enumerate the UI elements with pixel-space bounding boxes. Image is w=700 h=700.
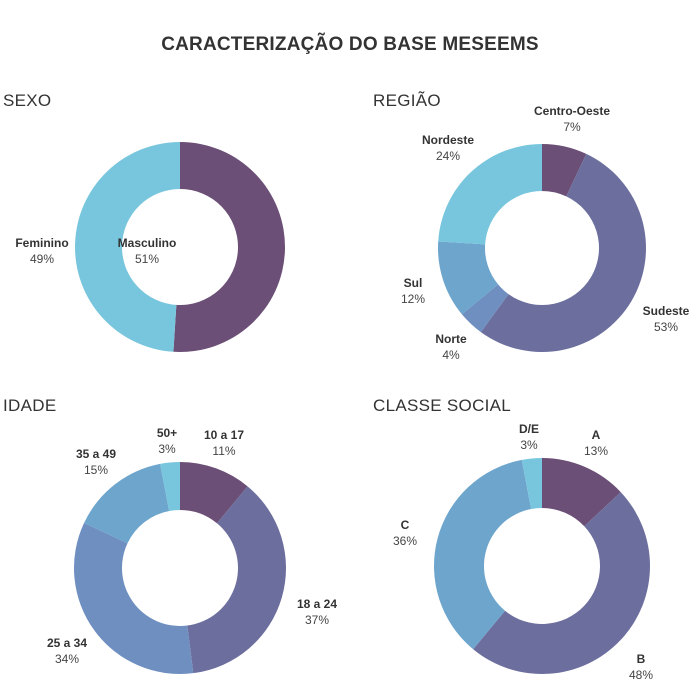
slice-category-label: 35 a 49 [75,447,117,461]
donut-slice-a [542,458,621,527]
slice-label-18-a-24: 18 a 24 37% [262,596,372,628]
slice-label-d-e: D/E 3% [474,421,584,453]
slice-category-label: Masculino [117,236,177,250]
slice-category-label: 18 a 24 [296,597,338,611]
slice-category-label: Nordeste [421,133,474,147]
donut-slice-feminino [74,142,180,352]
slice-value-label: 51% [134,252,160,266]
slice-value-label: 53% [653,320,679,334]
slice-label-b: B 48% [586,651,696,683]
slice-label-masculino: Masculino 51% [92,235,202,267]
slice-value-label: 15% [83,463,109,477]
donut-slice-c [434,459,532,650]
donut-panel-sexo: SEXO Masculino 51% Feminino 49% [0,85,350,395]
slice-category-label: Centro-Oeste [533,104,610,118]
slice-value-label: 34% [54,652,80,666]
slice-label-a: A 13% [541,427,651,459]
donut-panel-idade: IDADE 10 a 17 11% 18 a 24 37% 25 a 34 34% 35 a… [0,390,350,700]
donut-slice-d-e [521,458,542,510]
donut-chart [434,458,650,674]
donut-slice-18-a-24 [187,486,286,674]
slice-value-label: 37% [304,613,330,627]
donut-slice-25-a-34 [74,522,194,674]
donut-slice-sul [438,241,499,315]
slice-value-label: 13% [583,444,609,458]
donut-slice-sudeste [480,153,646,352]
slice-category-label: 10 a 17 [203,428,245,442]
slice-category-label: Sudeste [642,304,690,318]
donut-slice-nordeste [438,144,542,245]
slice-category-label: Feminino [15,236,69,250]
donut-slice-masculino [173,142,285,352]
slice-value-label: 48% [628,668,654,682]
donut-slice-35-a-49 [84,463,170,544]
slice-value-label: 7% [563,120,581,134]
donut-panel-regiao: REGIÃO Centro-Oeste 7% Sudeste 53% Norte 4% Su… [350,85,700,395]
slice-value-label: 12% [400,292,426,306]
main-title: CARACTERIZAÇÃO DO BASE MESEEMS [161,34,539,55]
slice-category-label: 50+ [156,426,178,440]
donut-slice-b [473,492,650,674]
donut-chart [74,462,286,674]
slice-label-10-a-17: 10 a 17 11% [169,427,279,459]
slice-category-label: Sul [403,276,423,290]
slice-label-35-a-49: 35 a 49 15% [41,446,151,478]
slice-category-label: Norte [435,332,467,346]
slice-value-label: 4% [442,348,460,362]
slice-label-50: 50+ 3% [112,425,222,457]
slice-label-feminino: Feminino 49% [0,235,97,267]
donut-slice-50 [160,462,180,512]
slice-value-label: 3% [158,442,176,456]
donut-slice-10-a-17 [180,462,248,524]
donut-chart [74,142,285,352]
slice-category-label: A [591,428,601,442]
donut-slice-norte [461,284,509,333]
slice-value-label: 11% [212,444,236,458]
slice-value-label: 3% [520,438,538,452]
slice-label-centro-oeste: Centro-Oeste 7% [517,103,627,135]
slice-label-25-a-34: 25 a 34 34% [12,635,122,667]
slice-label-c: C 36% [350,517,460,549]
slice-label-nordeste: Nordeste 24% [393,132,503,164]
slice-value-label: 36% [392,534,418,548]
donut-panel-classe-social: CLASSE SOCIAL A 13% B 48% C 36% D/E 3% [350,390,700,700]
slice-value-label: 24% [435,149,461,163]
slice-category-label: B [636,652,646,666]
slice-label-sudeste: Sudeste 53% [611,303,700,335]
slice-label-sul: Sul 12% [358,275,468,307]
panel-title: SEXO [3,91,52,110]
panel-title: IDADE [3,396,57,415]
slice-category-label: D/E [518,422,539,436]
slice-value-label: 49% [29,252,55,266]
slice-category-label: 25 a 34 [46,636,88,650]
panel-title: REGIÃO [373,91,441,110]
donut-chart [438,144,646,352]
donut-slice-centro-oeste [542,144,587,197]
panel-title: CLASSE SOCIAL [373,396,512,415]
slice-category-label: C [400,518,410,532]
slice-label-norte: Norte 4% [396,331,506,363]
